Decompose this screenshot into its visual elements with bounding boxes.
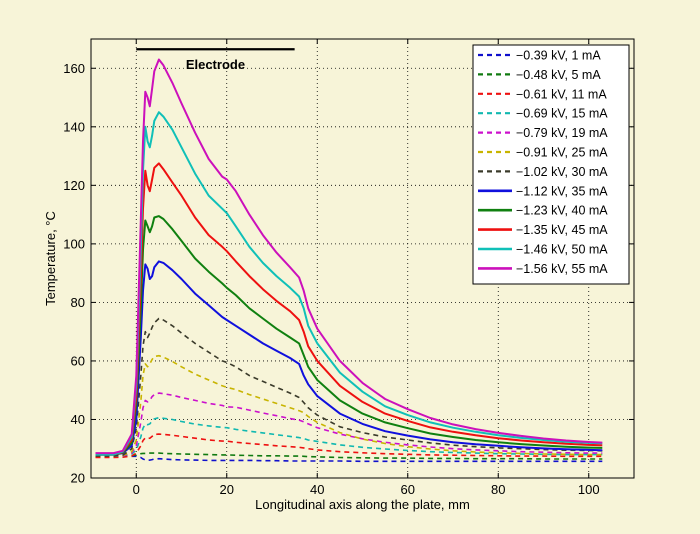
- series-line-4: [95, 416, 603, 457]
- series-line-8: [95, 260, 603, 456]
- x-tick-label: 100: [578, 482, 600, 497]
- y-tick-label: 100: [63, 236, 85, 251]
- y-tick-label: 140: [63, 119, 85, 134]
- y-axis-label: Temperature, °C: [43, 211, 58, 306]
- legend-label-10: −1.35 kV, 45 mA: [516, 223, 608, 237]
- legend-box: [472, 44, 630, 285]
- legend-label-8: −1.12 kV, 35 mA: [516, 184, 608, 198]
- y-tick-label: 20: [71, 471, 85, 486]
- x-tick-label: 80: [491, 482, 505, 497]
- legend-label-3: −0.61 kV, 11 mA: [516, 87, 607, 101]
- y-tick-label: 60: [71, 353, 85, 368]
- series-line-2: [95, 452, 603, 460]
- x-tick-label: 60: [401, 482, 415, 497]
- x-axis-label: Longitudinal axis along the plate, mm: [255, 497, 470, 512]
- series-line-3: [95, 433, 603, 459]
- y-tick-label: 120: [63, 178, 85, 193]
- legend: −0.39 kV, 1 mA −0.48 kV, 5 mA −0.61 kV, 11…: [472, 44, 630, 285]
- x-tick-label: 0: [133, 482, 140, 497]
- legend-label-4: −0.69 kV, 15 mA: [516, 107, 608, 121]
- legend-label-5: −0.79 kV, 19 mA: [516, 126, 608, 140]
- y-tick-label: 80: [71, 295, 85, 310]
- series-line-10: [95, 162, 603, 456]
- series-layer: [95, 58, 603, 463]
- x-tick-label: 20: [220, 482, 234, 497]
- legend-label-9: −1.23 kV, 40 mA: [516, 204, 608, 218]
- y-tick-label: 40: [71, 412, 85, 427]
- plot-frame: [90, 38, 635, 479]
- legend-label-7: −1.02 kV, 30 mA: [516, 165, 608, 179]
- series-line-5: [95, 392, 603, 457]
- y-tick-label: 160: [63, 61, 85, 76]
- legend-label-1: −0.39 kV, 1 mA: [516, 49, 601, 63]
- legend-label-12: −1.56 kV, 55 mA: [516, 262, 608, 276]
- series-line-12: [95, 58, 603, 455]
- axis-ticks: 0 20 40 60 80 100 20 40 60 80 100 120 140 160: [63, 39, 634, 497]
- series-line-9: [95, 215, 603, 456]
- legend-label-11: −1.46 kV, 50 mA: [516, 243, 608, 257]
- series-line-6: [95, 354, 603, 457]
- legend-label-2: −0.48 kV, 5 mA: [516, 68, 601, 82]
- x-tick-label: 40: [310, 482, 324, 497]
- electrode-annotation: Electrode: [186, 57, 245, 72]
- series-line-1: [95, 455, 603, 463]
- legend-label-6: −0.91 kV, 25 mA: [516, 146, 608, 160]
